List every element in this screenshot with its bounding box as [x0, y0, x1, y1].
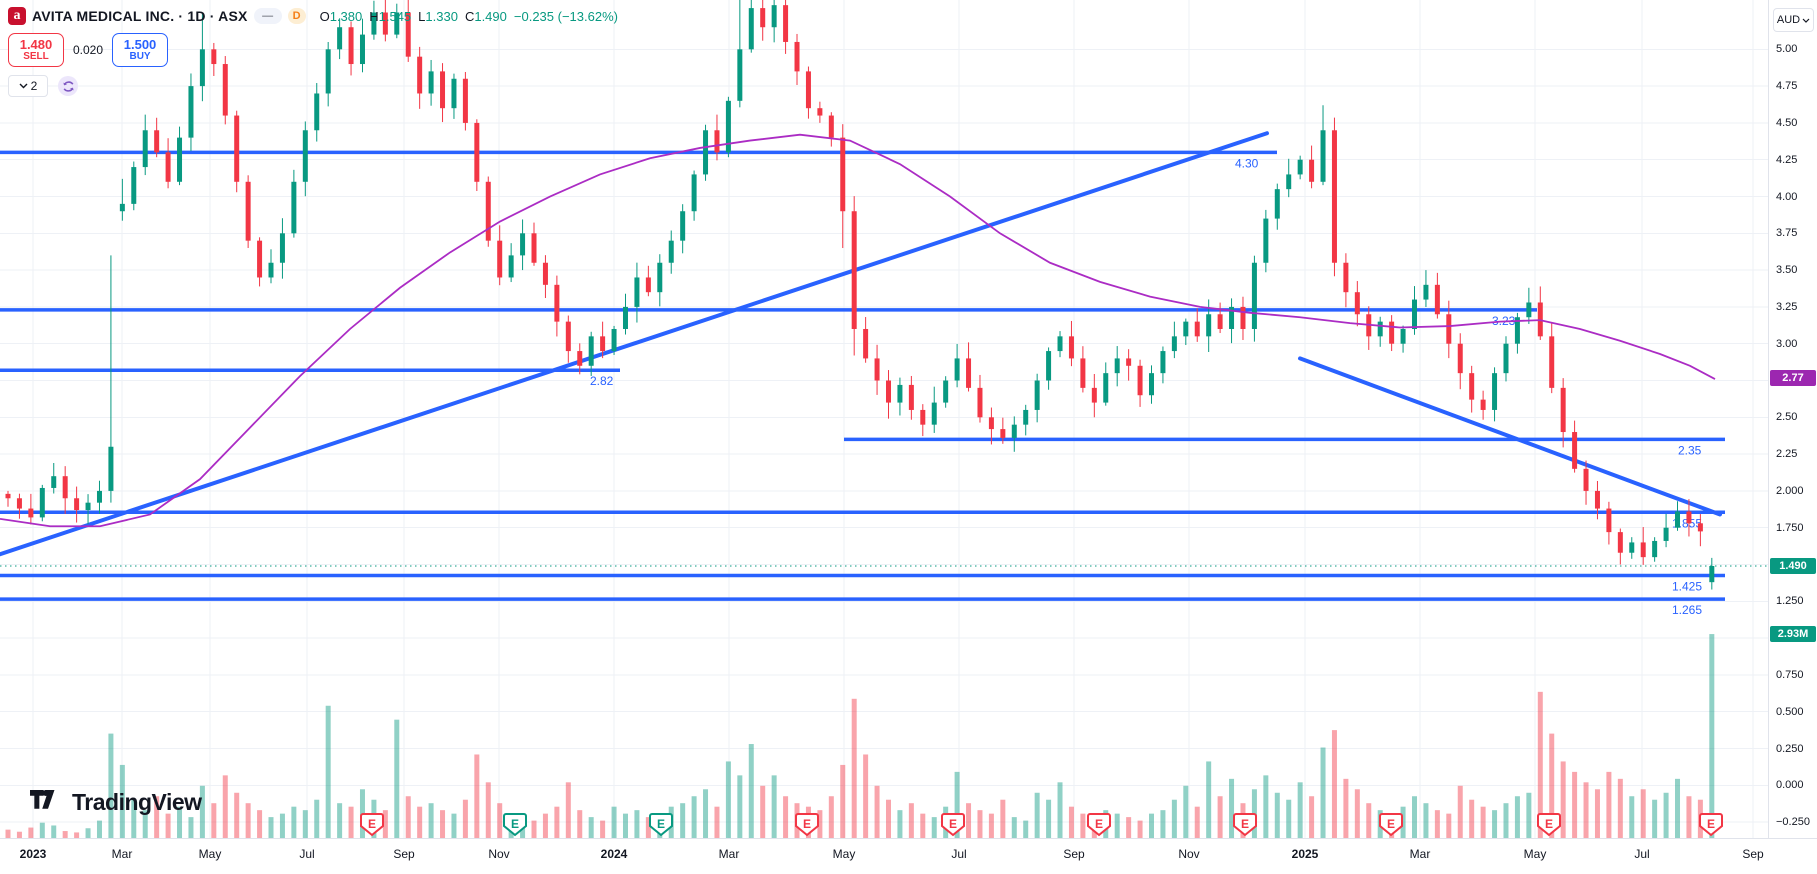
svg-text:1.265: 1.265 [1672, 603, 1702, 617]
moving-average-line [0, 133, 1716, 528]
price-tick: 3.50 [1776, 264, 1798, 277]
volume-value-label: 2.93M [1770, 626, 1816, 643]
low-value: 1.330 [425, 8, 458, 24]
object-tree-toggle[interactable]: 2 [8, 75, 48, 97]
price-tick: 5.00 [1776, 43, 1798, 56]
price-tick: 1.750 [1776, 521, 1804, 534]
time-tick: May [198, 847, 222, 861]
time-tick: 2023 [19, 847, 47, 861]
price-tick: 3.75 [1776, 227, 1798, 240]
time-tick: 2025 [1291, 847, 1319, 861]
chart-canvas[interactable]: 4.303.232.822.351.8551.4251.265EEEEEEEEE… [0, 0, 1768, 838]
price-tick: 4.75 [1776, 80, 1798, 93]
currency-selector[interactable]: AUD [1773, 8, 1814, 32]
collapse-indicator-button[interactable]: — [253, 8, 282, 24]
chevron-down-icon [19, 83, 28, 89]
ma-value-label: 2.77 [1770, 369, 1816, 386]
price-tick: −0.250 [1776, 816, 1810, 829]
chevron-down-icon [1802, 18, 1810, 23]
currency-label: AUD [1776, 14, 1801, 26]
time-tick: Jul [299, 847, 315, 861]
price-tick: 2.50 [1776, 411, 1798, 424]
tradingview-glyph-icon [30, 789, 55, 809]
spread-value: 0.020 [73, 43, 104, 57]
time-axis[interactable]: 2023 Mar May Jul Sep Nov 2024 Mar May Jul Sep Nov 20… [0, 838, 1817, 874]
time-tick: Sep [393, 847, 415, 861]
price-tick: 0.750 [1776, 668, 1804, 681]
chart-legend: a AVITA MEDICAL INC. · 1D · ASX — D O1.3… [8, 6, 618, 97]
svg-text:4.30: 4.30 [1235, 156, 1259, 170]
time-tick: May [1523, 847, 1547, 861]
price-tick: 3.25 [1776, 300, 1798, 313]
ohlc-values: O1.380 H1.545 L1.330 C1.490 −0.235 (−13.… [320, 9, 618, 24]
svg-text:E: E [1545, 817, 1553, 831]
sell-button[interactable]: 1.480 SELL [8, 33, 64, 67]
time-tick: Sep [1063, 847, 1085, 861]
time-tick: Mar [718, 847, 740, 861]
svg-text:E: E [1095, 817, 1103, 831]
close-value: 1.490 [474, 8, 507, 24]
svg-text:E: E [368, 817, 376, 831]
change-value: −0.235 (−13.62%) [513, 8, 618, 24]
price-tick: 0.500 [1776, 705, 1804, 718]
last-price-label: 1.490 [1770, 557, 1816, 574]
close-key: C [464, 8, 475, 24]
price-chart-svg: 4.303.232.822.351.8551.4251.265EEEEEEEEE… [0, 0, 1768, 838]
time-tick: Mar [1409, 847, 1431, 861]
svg-text:E: E [511, 817, 519, 831]
time-tick: Jul [1634, 847, 1650, 861]
low-key: L [418, 8, 426, 24]
time-tick: May [832, 847, 856, 861]
price-tick: 4.00 [1776, 190, 1798, 203]
tradingview-logo-text: TradingView [72, 789, 202, 815]
layers-count: 2 [30, 79, 38, 93]
svg-text:2.82: 2.82 [590, 374, 614, 388]
symbol-logo[interactable]: a [8, 7, 26, 25]
buy-label: BUY [129, 50, 151, 62]
svg-text:E: E [803, 817, 811, 831]
high-value: 1.545 [378, 8, 412, 24]
time-tick: Nov [488, 847, 510, 861]
sell-price: 1.480 [19, 36, 53, 52]
svg-text:E: E [1387, 817, 1395, 831]
delayed-data-badge[interactable]: D [287, 8, 306, 24]
sell-label: SELL [23, 50, 49, 62]
symbol-title[interactable]: AVITA MEDICAL INC. · 1D · ASX [32, 8, 248, 24]
buy-price: 1.500 [123, 36, 157, 52]
time-tick: Jul [951, 847, 967, 861]
svg-text:2.35: 2.35 [1678, 443, 1702, 457]
price-tick: 4.50 [1776, 116, 1798, 129]
svg-text:E: E [1241, 817, 1249, 831]
price-tick: 1.250 [1776, 595, 1804, 608]
price-tick: 2.25 [1776, 448, 1798, 461]
svg-text:E: E [1707, 817, 1715, 831]
volume-bars [5, 634, 1715, 838]
price-axis[interactable]: AUD 5.00 4.75 4.50 4.25 4.00 3.75 3.50 3.25 3.00… [1768, 0, 1817, 838]
time-tick: 2024 [600, 847, 628, 861]
svg-text:E: E [657, 817, 665, 831]
time-tick: Mar [111, 847, 133, 861]
gridlines [0, 0, 1768, 838]
price-tick: 3.00 [1776, 337, 1798, 350]
price-tick: 4.25 [1776, 153, 1798, 166]
sync-refresh-icon[interactable] [58, 76, 78, 96]
svg-text:E: E [949, 817, 957, 831]
price-tick: 2.000 [1776, 484, 1804, 497]
tradingview-logo[interactable]: TradingView [30, 789, 202, 816]
time-tick: Nov [1178, 847, 1200, 861]
svg-text:1.425: 1.425 [1672, 580, 1702, 594]
buy-button[interactable]: 1.500 BUY [112, 33, 169, 67]
price-tick: 0.000 [1776, 779, 1804, 792]
price-tick: 0.250 [1776, 742, 1804, 755]
time-tick: Sep [1742, 847, 1764, 861]
high-key: H [369, 8, 379, 24]
open-value: 1.380 [329, 8, 363, 24]
open-key: O [319, 8, 330, 24]
